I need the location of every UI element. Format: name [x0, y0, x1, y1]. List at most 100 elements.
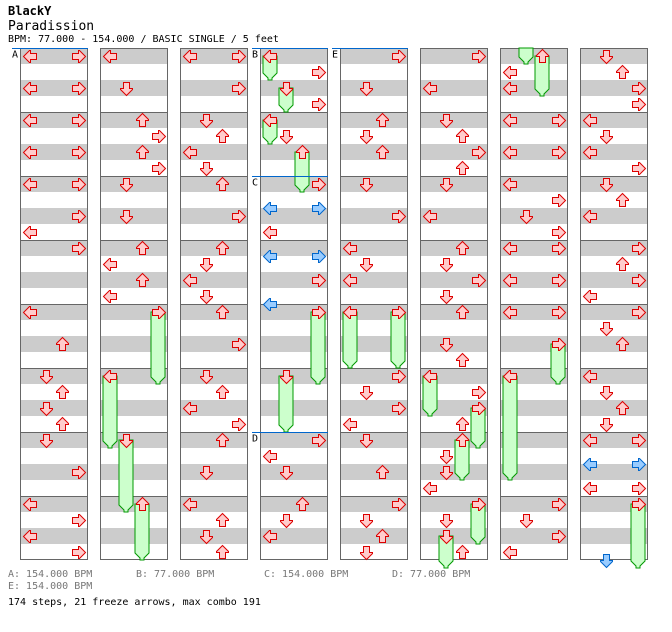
- freeze-head-arrow: [120, 434, 133, 449]
- step-arrow-l: [262, 202, 277, 215]
- step-arrow-r: [152, 130, 167, 143]
- beat-stripe: [260, 272, 328, 288]
- beat-stripe: [340, 176, 408, 192]
- beat-stripe: [500, 48, 568, 64]
- step-arrow-l: [582, 146, 597, 159]
- artist-name: BlackY: [8, 4, 52, 18]
- freeze-arrow: [262, 55, 278, 81]
- step-arrow-u: [616, 256, 629, 271]
- freeze-head-arrow: [152, 306, 167, 319]
- step-arrow-l: [182, 274, 197, 287]
- step-arrow-r: [232, 50, 247, 63]
- step-arrow-r: [72, 146, 87, 159]
- step-arrow-l: [22, 50, 37, 63]
- bpm-marker-label: E: [332, 50, 338, 61]
- beat-stripe: [260, 176, 328, 192]
- step-arrow-l: [262, 250, 277, 263]
- step-arrow-d: [360, 82, 373, 97]
- beat-stripe: [420, 240, 488, 256]
- step-arrow-d: [600, 130, 613, 145]
- step-arrow-r: [632, 306, 647, 319]
- step-arrow-r: [312, 434, 327, 447]
- chart-column: [580, 48, 648, 560]
- beat-stripe: [340, 48, 408, 64]
- beat-stripe: [500, 496, 568, 512]
- beat-stripe: [180, 112, 248, 128]
- beat-stripe: [180, 464, 248, 480]
- beat-stripe: [420, 336, 488, 352]
- step-arrow-l: [582, 210, 597, 223]
- step-arrow-d: [280, 466, 293, 481]
- column-border: [180, 48, 248, 560]
- freeze-arrow: [102, 375, 118, 449]
- beat-stripe: [180, 208, 248, 224]
- beat-stripe: [100, 208, 168, 224]
- step-arrow-d: [200, 162, 213, 177]
- step-arrow-r: [632, 482, 647, 495]
- step-arrow-l: [22, 306, 37, 319]
- step-arrow-d: [440, 258, 453, 273]
- step-arrow-r: [552, 274, 567, 287]
- step-arrow-r: [312, 178, 327, 191]
- freeze-arrow: [134, 503, 150, 561]
- step-arrow-d: [200, 290, 213, 305]
- freeze-head-arrow: [502, 370, 517, 383]
- freeze-head-arrow: [536, 48, 549, 63]
- step-arrow-u: [136, 240, 149, 255]
- beat-stripe: [100, 464, 168, 480]
- beat-stripe: [100, 144, 168, 160]
- beat-stripe: [100, 80, 168, 96]
- freeze-head-arrow: [262, 114, 277, 127]
- step-arrow-l: [582, 114, 597, 127]
- beat-stripe: [180, 240, 248, 256]
- step-arrow-u: [456, 128, 469, 143]
- step-arrow-r: [552, 114, 567, 127]
- step-arrow-r: [392, 210, 407, 223]
- chart-column: [180, 48, 248, 560]
- step-arrow-l: [262, 298, 277, 311]
- beat-stripe: [580, 272, 648, 288]
- step-arrow-r: [552, 194, 567, 207]
- freeze-arrow: [422, 375, 438, 417]
- beat-stripe: [580, 240, 648, 256]
- step-arrow-r: [552, 146, 567, 159]
- freeze-arrow: [294, 151, 310, 193]
- step-arrow-l: [182, 50, 197, 63]
- step-arrow-d: [200, 370, 213, 385]
- beat-stripe: [100, 528, 168, 544]
- beat-stripe: [260, 240, 328, 256]
- beat-stripe: [260, 80, 328, 96]
- step-arrow-r: [72, 114, 87, 127]
- step-arrow-d: [440, 514, 453, 529]
- beat-stripe: [20, 336, 88, 352]
- freeze-head-arrow: [280, 370, 293, 385]
- freeze-arrow: [502, 375, 518, 481]
- step-arrow-d: [520, 210, 533, 225]
- step-arrow-d: [280, 130, 293, 145]
- step-arrow-l: [262, 530, 277, 543]
- step-arrow-r: [552, 498, 567, 511]
- step-arrow-r: [72, 82, 87, 95]
- beat-stripe: [260, 432, 328, 448]
- beat-stripe: [180, 80, 248, 96]
- beat-stripe: [180, 432, 248, 448]
- step-arrow-u: [456, 240, 469, 255]
- step-arrow-u: [456, 304, 469, 319]
- step-arrow-d: [40, 370, 53, 385]
- step-arrow-l: [582, 290, 597, 303]
- beat-stripe: [20, 240, 88, 256]
- step-arrow-l: [182, 402, 197, 415]
- step-arrow-u: [216, 544, 229, 559]
- step-arrow-l: [22, 82, 37, 95]
- step-arrow-d: [440, 338, 453, 353]
- step-arrow-r: [472, 386, 487, 399]
- freeze-head-arrow: [136, 496, 149, 511]
- step-arrow-u: [616, 336, 629, 351]
- step-arrow-d: [440, 114, 453, 129]
- beat-stripe: [420, 464, 488, 480]
- step-arrow-u: [616, 400, 629, 415]
- step-arrow-l: [502, 306, 517, 319]
- freeze-head-arrow: [422, 370, 437, 383]
- step-arrow-r: [72, 178, 87, 191]
- freeze-head-arrow: [472, 402, 487, 415]
